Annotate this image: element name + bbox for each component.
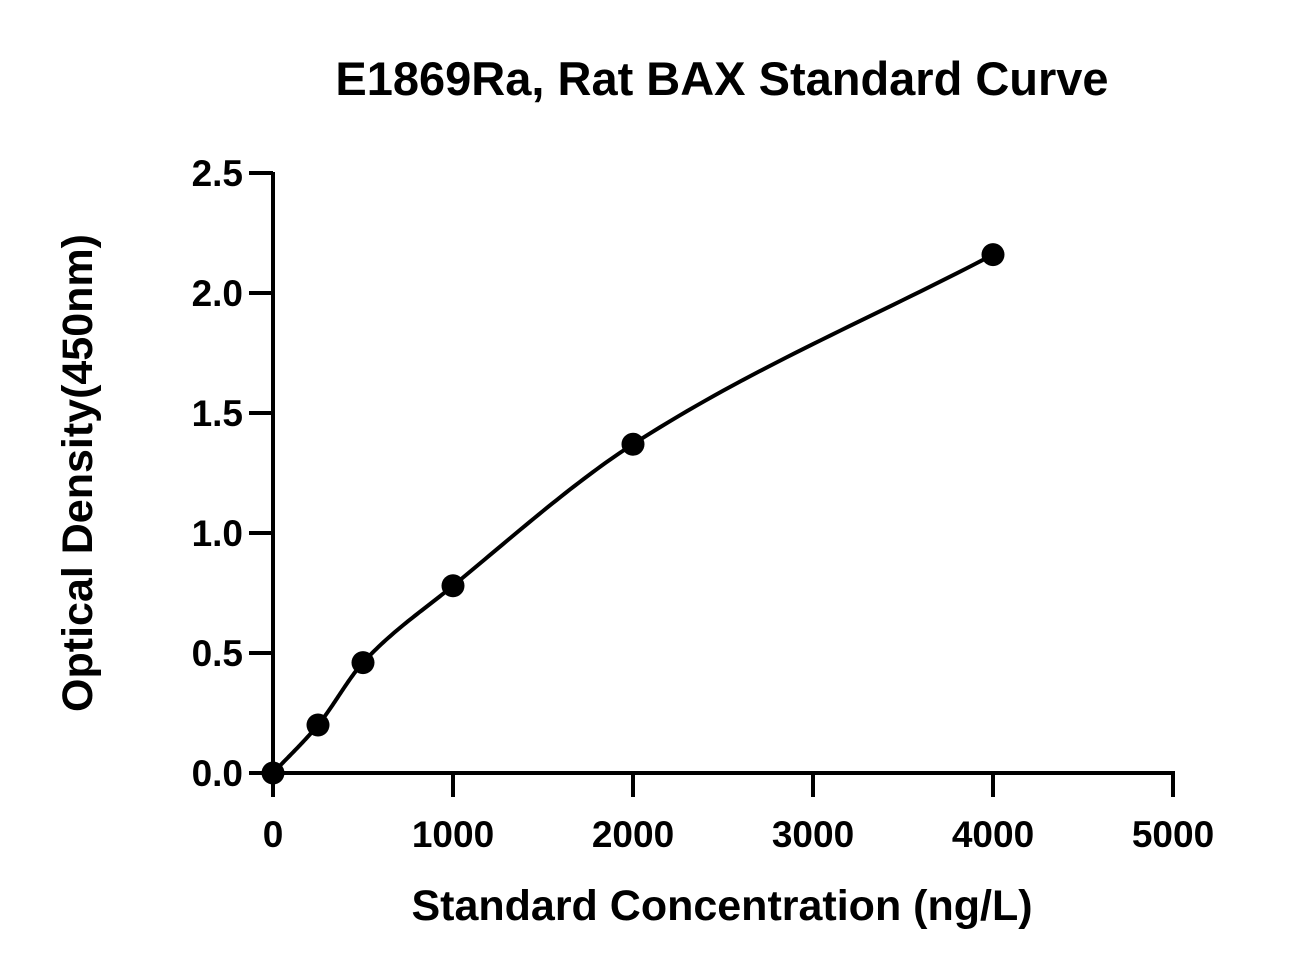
x-tick-label: 5000 bbox=[1132, 814, 1214, 855]
y-tick-label: 0.0 bbox=[192, 753, 243, 794]
y-tick-label: 2.5 bbox=[192, 153, 243, 194]
axes bbox=[271, 172, 1175, 775]
x-tick-label: 2000 bbox=[592, 814, 674, 855]
data-point bbox=[261, 761, 285, 785]
data-point bbox=[441, 574, 465, 598]
fit-curve bbox=[271, 252, 994, 775]
data-point bbox=[981, 243, 1005, 267]
data-point bbox=[306, 713, 330, 737]
y-tick-label: 1.5 bbox=[192, 393, 243, 434]
x-tick-label: 0 bbox=[263, 814, 284, 855]
y-tick-label: 2.0 bbox=[192, 273, 243, 314]
data-point bbox=[621, 432, 645, 456]
x-tick-label: 4000 bbox=[952, 814, 1034, 855]
y-tick-label: 1.0 bbox=[192, 513, 243, 554]
y-ticks: 0.0 0.5 1.0 1.5 2.0 2.5 bbox=[192, 153, 273, 794]
x-ticks: 0 1000 2000 3000 4000 5000 bbox=[263, 773, 1214, 855]
chart-title: E1869Ra, Rat BAX Standard Curve bbox=[335, 52, 1108, 105]
x-tick-label: 1000 bbox=[412, 814, 494, 855]
data-points bbox=[261, 243, 1005, 785]
x-tick-label: 3000 bbox=[772, 814, 854, 855]
data-point bbox=[351, 651, 375, 675]
x-axis-label: Standard Concentration (ng/L) bbox=[411, 882, 1032, 930]
y-tick-label: 0.5 bbox=[192, 633, 243, 674]
y-axis-label: Optical Density(450nm) bbox=[54, 234, 102, 712]
